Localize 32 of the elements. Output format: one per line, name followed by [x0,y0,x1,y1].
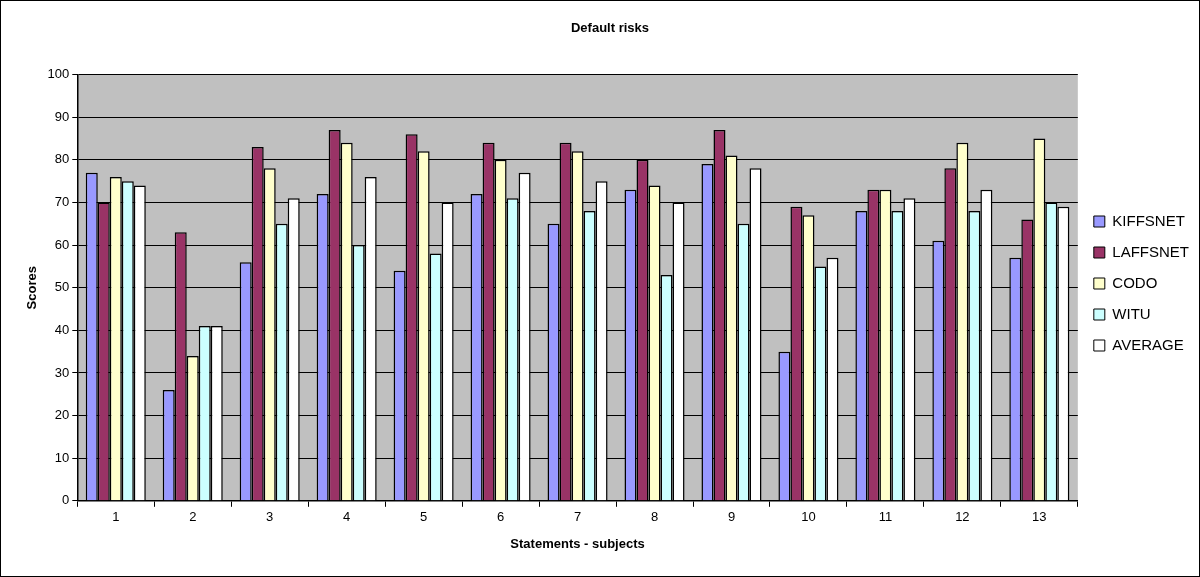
x-tick-label: 4 [343,508,351,524]
legend-label: CODO [1112,273,1158,291]
y-tick-label: 90 [54,108,70,124]
x-tick-label: 12 [955,508,970,524]
x-axis-title: Statements - subjects [510,535,645,551]
x-tick-label: 13 [1032,508,1047,524]
legend-label: WITU [1112,304,1151,322]
legend-label: AVERAGE [1112,335,1184,353]
x-tick-label: 9 [727,508,736,524]
y-tick-label: 10 [54,449,70,465]
y-tick-label: 50 [54,279,70,295]
x-tick-label: 3 [266,508,274,524]
y-axis-title: Scores [24,266,40,310]
y-tick-label: 0 [62,492,70,508]
x-tick-label: 2 [189,508,197,524]
y-tick-label: 40 [54,321,70,337]
legend-label: LAFFSNET [1112,242,1190,260]
y-tick-label: 60 [54,236,70,252]
y-tick-label: 80 [54,151,70,167]
x-tick-label: 11 [878,508,893,524]
y-tick-label: 70 [54,194,70,210]
chart-title: Default risks [570,20,650,36]
y-tick-label: 30 [54,364,70,380]
legend-label: KIFFSNET [1112,211,1185,229]
x-tick-label: 6 [496,508,505,524]
x-tick-label: 1 [112,508,120,524]
x-tick-label: 8 [650,508,659,524]
x-tick-label: 7 [573,508,582,524]
y-tick-label: 100 [47,66,70,82]
y-tick-label: 20 [54,407,70,423]
x-tick-label: 5 [420,508,428,524]
x-tick-label: 10 [801,508,816,524]
